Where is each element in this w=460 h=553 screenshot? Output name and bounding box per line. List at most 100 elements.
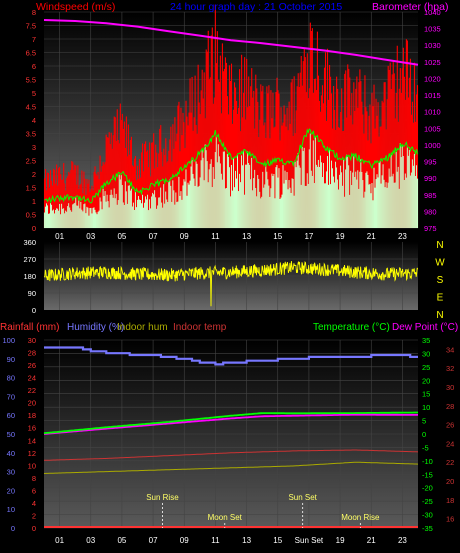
windspeed-tick-label: 3.5 [26,130,36,139]
barometer-tick-label: 1010 [424,108,441,117]
hour-tick-label: 23 [398,232,407,241]
hour-tick-label: 11 [211,536,220,545]
barometer-tick-label: 990 [424,174,437,183]
barometer-tick-label: 1020 [424,74,441,83]
windspeed-tick-label: 7 [32,35,36,44]
hour-tick-label: 17 [304,232,313,241]
temperature-tick-label: 25 [422,363,430,372]
humidity-tick-label: 100 [2,336,15,345]
indoor-temp-tick-label: 26 [446,421,454,430]
hour-tick-label: 19 [336,232,345,241]
direction-tick-label: 90 [28,289,36,298]
humidity-tick-label: 0 [11,524,15,533]
wind-average-line [44,128,418,204]
rainfall-tick-label: 4 [32,499,36,508]
hour-tick-label: 21 [367,536,376,545]
compass-label: W [435,258,445,269]
direction-tick-label: 180 [23,272,36,281]
humidity-tick-label: 40 [7,449,15,458]
indoor-temp-tick-label: 22 [446,458,454,467]
hour-tick-label: Sun Set [295,536,324,545]
hour-tick-label: 09 [180,536,189,545]
indoor-temp-line [44,449,419,461]
indoor-hum-axis-label: Indoor hum [117,322,168,333]
hour-tick-label: 03 [86,536,95,545]
rainfall-axis-label: Rainfall (mm) [0,322,59,333]
indoor-humidity-line [43,461,419,474]
windspeed-tick-label: 0.5 [26,211,36,220]
windspeed-tick-label: 6 [32,62,36,71]
temperature-tick-label: 0 [422,430,426,439]
direction-tick-label: 270 [23,255,36,264]
windspeed-tick-label: 7.5 [26,22,36,31]
windspeed-tick-label: 6.5 [26,49,36,58]
indoor-temp-tick-label: 28 [446,402,454,411]
hour-tick-label: 07 [149,536,158,545]
hour-tick-label: 01 [55,232,64,241]
windspeed-tick-label: 5.5 [26,76,36,85]
hour-tick-label: 19 [336,536,345,545]
rainfall-tick-label: 8 [32,474,36,483]
hour-tick-label: 03 [86,232,95,241]
windspeed-tick-label: 1 [32,197,36,206]
indoor-temp-tick-label: 30 [446,383,454,392]
barometer-tick-label: 1040 [424,8,441,17]
hour-tick-label: 09 [180,232,189,241]
windspeed-tick-label: 2 [32,170,36,179]
humidity-tick-label: 90 [7,355,15,364]
indoor-temp-tick-label: 24 [446,439,454,448]
windspeed-tick-label: 3 [32,143,36,152]
windspeed-tick-label: 0 [32,224,36,233]
hour-tick-label: 21 [367,232,376,241]
temperature-tick-label: -15 [422,470,433,479]
barometer-line [43,19,419,66]
temperature-tick-label: -35 [422,524,433,533]
barometer-tick-label: 975 [424,224,437,233]
event-label: Moon Set [208,513,243,522]
windspeed-axis-label: Windspeed (m/s) [36,1,115,13]
temperature-tick-label: -10 [422,457,433,466]
temperature-tick-label: -20 [422,484,433,493]
rainfall-tick-label: 2 [32,511,36,520]
rainfall-tick-label: 12 [28,449,36,458]
rainfall-tick-label: 14 [28,436,36,445]
compass-label: N [436,310,443,321]
hour-tick-label: 23 [398,536,407,545]
humidity-line [44,346,418,366]
wind-direction-line [43,261,419,307]
indoor-temp-axis-label: Indoor temp [173,322,227,333]
windspeed-tick-label: 2.5 [26,157,36,166]
rainfall-tick-label: 22 [28,386,36,395]
hour-tick-label: 05 [117,232,126,241]
hour-tick-label: 15 [273,536,282,545]
direction-tick-label: 0 [32,306,36,315]
barometer-tick-label: 985 [424,191,437,200]
dewpoint-axis-label: Dew Point (°C) [392,322,458,333]
compass-label: E [437,293,444,304]
temperature-tick-label: -25 [422,497,433,506]
humidity-tick-label: 50 [7,430,15,439]
windspeed-tick-label: 4 [32,116,36,125]
temperature-line [43,411,418,435]
humidity-tick-label: 20 [7,486,15,495]
hour-tick-label: 05 [117,536,126,545]
barometer-tick-label: 1015 [424,91,441,100]
indoor-temp-tick-label: 18 [446,496,454,505]
windspeed-tick-label: 8 [32,8,36,17]
rainfall-tick-label: 28 [28,349,36,358]
humidity-tick-label: 10 [7,505,15,514]
rainfall-tick-label: 6 [32,486,36,495]
temperature-tick-label: 35 [422,336,430,345]
barometer-tick-label: 1000 [424,141,441,150]
rainfall-tick-label: 20 [28,399,36,408]
event-label: Sun Set [288,493,317,502]
hour-tick-label: 13 [242,232,251,241]
temperature-tick-label: 30 [422,349,430,358]
humidity-tick-label: 80 [7,374,15,383]
direction-tick-label: 360 [23,238,36,247]
indoor-temp-tick-label: 34 [446,345,454,354]
temperature-tick-label: 20 [422,376,430,385]
indoor-temp-tick-label: 16 [446,515,454,524]
